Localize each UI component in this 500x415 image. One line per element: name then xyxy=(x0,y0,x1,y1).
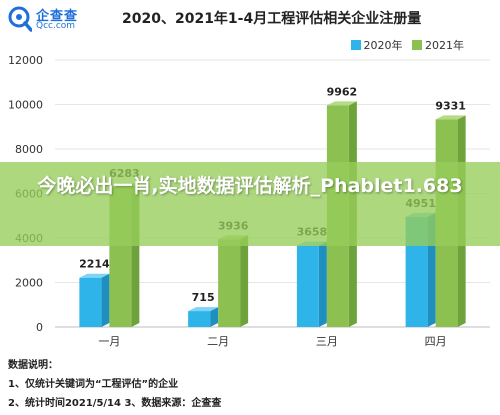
x-tick-label: 四月 xyxy=(425,335,447,348)
data-label: 2214 xyxy=(79,258,110,271)
legend-label-2021: 2021年 xyxy=(425,39,464,52)
logo-subtext: Qcc.com xyxy=(36,21,76,31)
notes-line-2: 2、统计时间2021/5/14 3、数据来源：企查查 xyxy=(8,398,222,409)
bar xyxy=(296,245,319,327)
bar xyxy=(218,239,241,327)
bar-top xyxy=(79,273,110,278)
y-tick-label: 8000 xyxy=(15,143,43,156)
notes-heading: 数据说明： xyxy=(8,360,58,371)
data-label: 9962 xyxy=(327,85,358,98)
legend-item-2021: 2021年 xyxy=(412,37,464,53)
bar-side xyxy=(101,273,110,327)
brand-logo: 企查查 Qcc.com xyxy=(8,4,100,34)
y-tick-label: 2000 xyxy=(15,277,43,290)
bar-top xyxy=(435,115,466,120)
data-label: 9331 xyxy=(435,99,466,112)
x-tick-label: 一月 xyxy=(98,335,120,348)
bar-side xyxy=(240,235,249,327)
bar-top xyxy=(188,307,219,312)
x-tick-label: 二月 xyxy=(207,335,229,348)
bar-top xyxy=(326,101,357,106)
legend-swatch-2020 xyxy=(350,40,361,50)
legend-item-2020: 2020年 xyxy=(350,37,403,53)
chart-title: 2020、2021年1-4月工程评估相关企业注册量 xyxy=(122,11,422,27)
banner-text: 今晚必出一肖,实地数据评估解析_Phablet1.683 xyxy=(37,175,463,197)
legend-label-2020: 2020年 xyxy=(363,39,403,52)
notes-line-1: 1、仅统计关键词为“工程评估”的企业 xyxy=(8,379,179,390)
data-notes: 数据说明： 1、仅统计关键词为“工程评估”的企业 2、统计时间2021/5/14… xyxy=(8,356,221,413)
watermark-banner: 今晚必出一肖,实地数据评估解析_Phablet1.683 xyxy=(0,162,500,246)
bar xyxy=(188,311,211,327)
y-tick-label: 12000 xyxy=(8,54,43,67)
chart-legend: 2020年 2021年 xyxy=(345,37,464,53)
x-tick-label: 三月 xyxy=(316,335,338,348)
qcc-logo-icon xyxy=(8,6,32,32)
bar-side xyxy=(318,241,327,327)
logo-text: 企查查 xyxy=(36,9,79,24)
y-tick-label: 10000 xyxy=(8,99,43,112)
legend-swatch-2021 xyxy=(412,40,422,50)
bar-side xyxy=(210,307,219,327)
chart-header: 企查查 Qcc.com 2020、2021年1-4月工程评估相关企业注册量 xyxy=(0,0,500,38)
bar xyxy=(79,277,102,327)
y-tick-label: 0 xyxy=(36,321,43,334)
data-label: 715 xyxy=(192,291,215,304)
